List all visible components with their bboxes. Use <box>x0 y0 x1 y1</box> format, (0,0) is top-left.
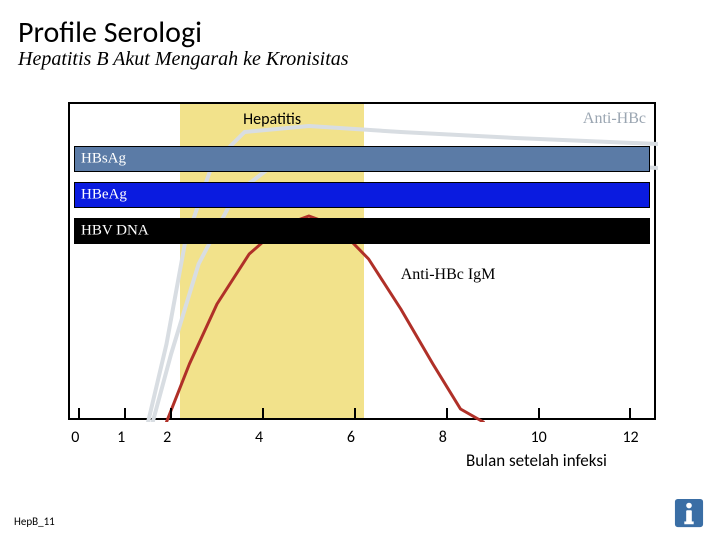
page-subtitle: Hepatitis B Akut Mengarah ke Kronisitas <box>18 48 349 71</box>
x-tick-label: 4 <box>255 428 263 447</box>
x-tick-label: 2 <box>163 428 171 447</box>
x-tick <box>446 408 448 420</box>
chart-frame: Hepatitis Anti-HBc HBsAgHBeAgHBV DNA Ant… <box>68 102 656 420</box>
x-tick <box>78 408 80 420</box>
marker-bar-label-hbsag: HBsAg <box>81 151 126 168</box>
anti-hbc-label: Anti-HBc <box>583 110 646 128</box>
x-tick-label: 6 <box>347 428 355 447</box>
slide-id: HepB_11 <box>14 515 55 528</box>
x-tick <box>262 408 264 420</box>
x-tick-label: 12 <box>622 428 638 447</box>
x-tick <box>629 408 631 420</box>
marker-bar-label-hbeag: HBeAg <box>81 187 127 204</box>
x-tick-label: 0 <box>71 428 79 447</box>
marker-bar-hbeag: HBeAg <box>74 182 650 208</box>
marker-bar-hbvdna: HBV DNA <box>74 218 650 244</box>
marker-bar-label-hbvdna: HBV DNA <box>81 223 149 240</box>
page-title: Profile Serologi <box>18 14 202 51</box>
x-tick <box>124 408 126 420</box>
x-tick <box>170 408 172 420</box>
marker-bar-hbsag: HBsAg <box>74 146 650 172</box>
anti-hbc-igm-label: Anti-HBc IgM <box>401 266 496 284</box>
x-axis-title: Bulan setelah infeksi <box>466 450 607 471</box>
x-tick-label: 8 <box>439 428 447 447</box>
x-tick-label: 10 <box>531 428 547 447</box>
x-tick <box>354 408 356 420</box>
info-icon[interactable] <box>674 498 704 528</box>
x-tick-label: 1 <box>117 428 125 447</box>
x-tick <box>538 408 540 420</box>
curve-red <box>167 216 484 422</box>
chart-inner: Hepatitis Anti-HBc HBsAgHBeAgHBV DNA Ant… <box>70 104 654 418</box>
